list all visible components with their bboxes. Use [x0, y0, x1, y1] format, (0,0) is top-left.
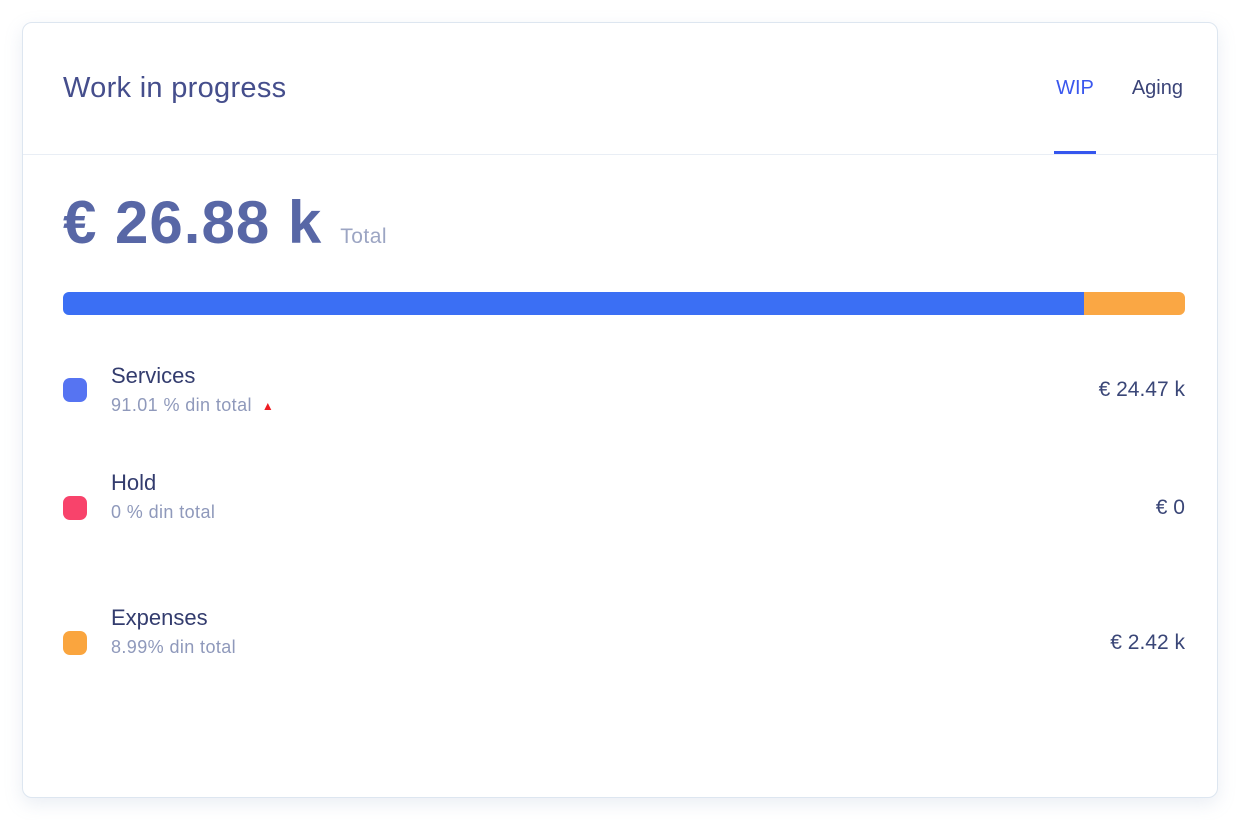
- total-row: € 26.88 k Total: [63, 191, 1185, 254]
- services-text: Services 91.01 % din total ▲: [111, 363, 274, 416]
- total-amount: € 26.88 k: [63, 189, 323, 256]
- expenses-value: € 2.42 k: [1110, 631, 1185, 654]
- services-subtitle: 91.01 % din total ▲: [111, 395, 274, 416]
- services-percent-label: 91.01 % din total: [111, 395, 252, 415]
- tab-bar: WIP Aging: [1054, 23, 1185, 154]
- tab-wip[interactable]: WIP: [1054, 23, 1096, 154]
- card-body: € 26.88 k Total Services 91.01 % din tot…: [23, 155, 1217, 658]
- services-swatch: [63, 377, 87, 402]
- legend-row-hold: Hold 0 % din total € 0: [63, 470, 1185, 523]
- legend-row-services: Services 91.01 % din total ▲ € 24.47 k: [63, 363, 1185, 416]
- total-label: Total: [340, 225, 388, 248]
- hold-subtitle: 0 % din total: [111, 502, 215, 523]
- hold-text: Hold 0 % din total: [111, 470, 215, 523]
- legend: Services 91.01 % din total ▲ € 24.47 k H…: [63, 363, 1185, 658]
- bar-segment-expenses: [1084, 292, 1185, 315]
- services-value: € 24.47 k: [1098, 377, 1185, 401]
- hold-percent-label: 0 % din total: [111, 502, 216, 522]
- wip-stacked-bar: [63, 292, 1185, 315]
- hold-swatch: [63, 496, 87, 520]
- bar-segment-services: [63, 292, 1085, 315]
- expenses-swatch: [63, 631, 87, 655]
- expenses-title: Expenses: [111, 605, 208, 630]
- services-title: Services: [111, 363, 196, 388]
- legend-row-expenses: Expenses 8.99% din total € 2.42 k: [63, 605, 1185, 658]
- card-header: Work in progress WIP Aging: [23, 23, 1217, 155]
- hold-value: € 0: [1155, 496, 1185, 519]
- tab-wip-label: WIP: [1056, 77, 1094, 99]
- tab-aging[interactable]: Aging: [1130, 23, 1185, 154]
- hold-title: Hold: [111, 470, 157, 495]
- expenses-subtitle: 8.99% din total: [111, 637, 236, 658]
- card-title: Work in progress: [63, 72, 287, 104]
- expenses-text: Expenses 8.99% din total: [111, 605, 236, 658]
- work-in-progress-card: Work in progress WIP Aging € 26.88 k Tot…: [22, 22, 1218, 798]
- expenses-percent-label: 8.99% din total: [111, 637, 237, 657]
- tab-aging-label: Aging: [1131, 77, 1183, 99]
- trend-up-icon: ▲: [261, 398, 275, 413]
